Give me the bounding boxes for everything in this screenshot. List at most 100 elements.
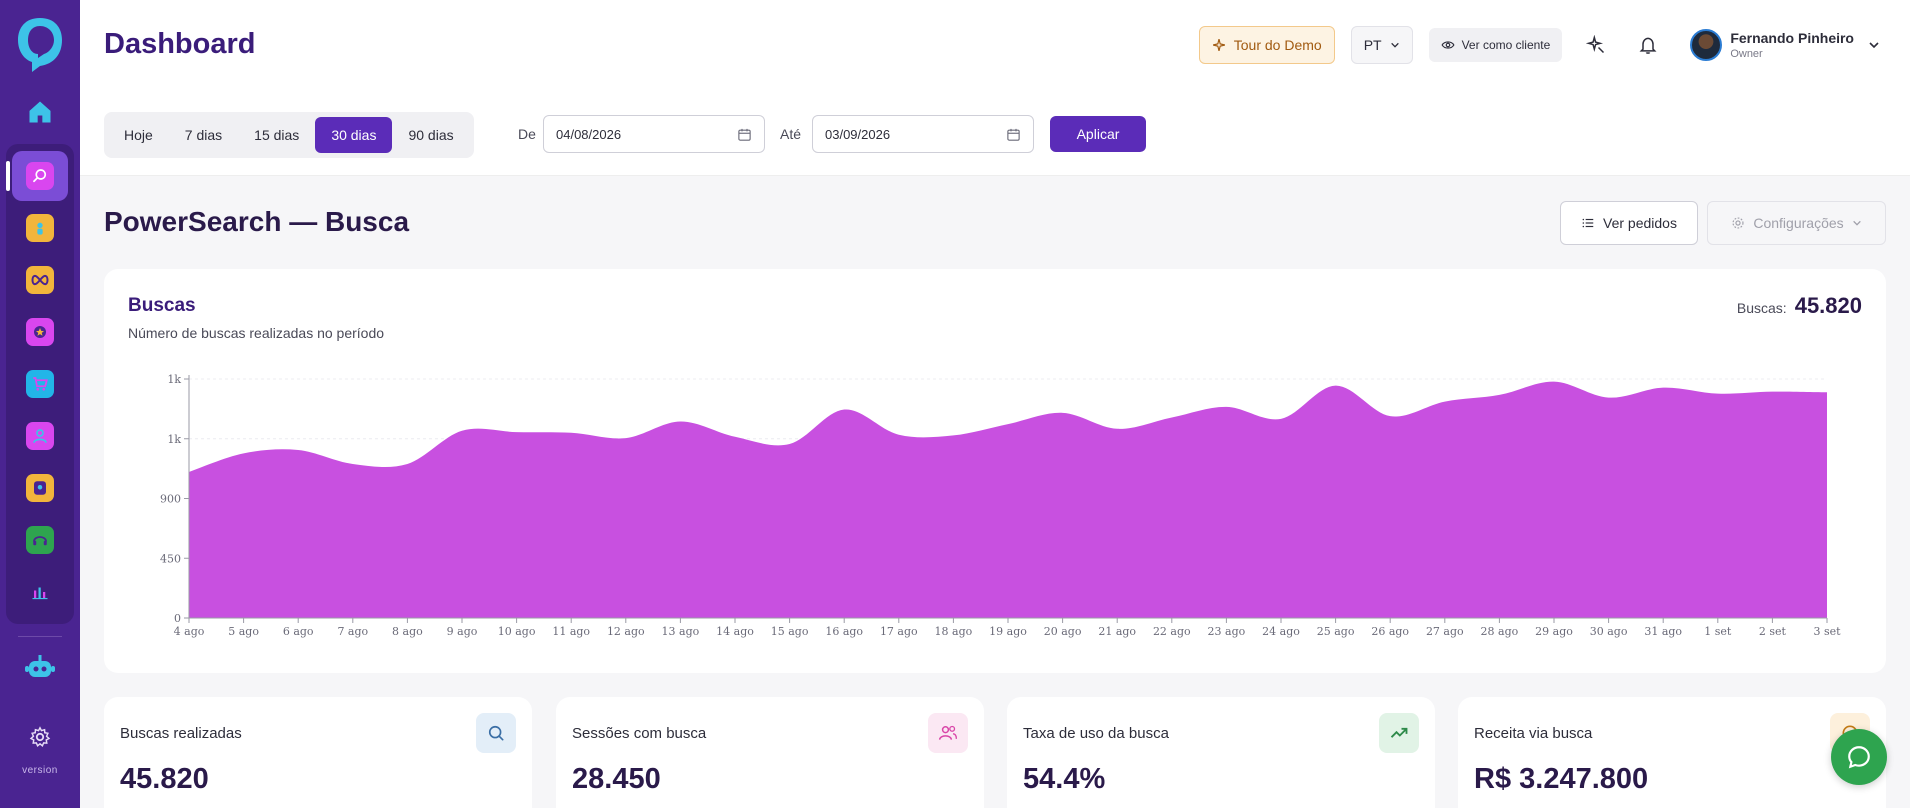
apply-button[interactable]: Aplicar	[1050, 116, 1146, 152]
total-metric: Buscas: 45.820	[1737, 293, 1862, 319]
settings-dropdown[interactable]: Configurações	[1707, 201, 1886, 245]
calendar-icon	[738, 128, 751, 141]
eye-icon	[1441, 41, 1455, 49]
user-app-icon	[26, 422, 54, 450]
chart-title: Buscas	[128, 295, 196, 316]
x-tick-label: 3 set	[1813, 625, 1841, 638]
chevron-down-icon	[1869, 42, 1879, 49]
nav-settings[interactable]	[20, 717, 60, 757]
nav-app-7[interactable]	[12, 463, 68, 513]
x-tick-label: 5 ago	[228, 625, 259, 638]
view-orders-button[interactable]: Ver pedidos	[1560, 201, 1698, 245]
stat-label: Receita via busca	[1474, 725, 1593, 742]
robot-icon	[25, 655, 55, 677]
x-tick-label: 11 ago	[552, 625, 590, 638]
nav-app-powersearch[interactable]	[6, 151, 68, 201]
range-30-days[interactable]: 30 dias	[315, 117, 393, 153]
x-tick-label: 30 ago	[1590, 625, 1628, 638]
nav-app-3[interactable]	[12, 255, 68, 305]
to-date-value: 03/09/2026	[825, 126, 891, 142]
nav-app-8[interactable]	[12, 515, 68, 565]
to-date-input[interactable]: 03/09/2026	[812, 115, 1034, 153]
view-orders-label: Ver pedidos	[1603, 215, 1677, 231]
chevron-down-icon	[1852, 220, 1861, 226]
to-label: Até	[780, 126, 802, 142]
logo-icon[interactable]	[14, 14, 66, 74]
stat-value: 54.4%	[1023, 763, 1106, 795]
range-90-days[interactable]: 90 dias	[408, 127, 454, 143]
x-tick-label: 18 ago	[935, 625, 973, 638]
bell-icon	[1639, 37, 1657, 54]
range-7-days[interactable]: 7 dias	[184, 127, 223, 143]
range-15-days[interactable]: 15 dias	[254, 127, 300, 143]
nav-app-9[interactable]	[12, 567, 68, 617]
apps-nav	[6, 144, 74, 624]
notifications-button[interactable]	[1630, 27, 1666, 63]
nav-app-4[interactable]	[12, 307, 68, 357]
trending-up-icon	[1379, 713, 1419, 753]
x-tick-label: 4 ago	[174, 625, 205, 638]
x-tick-label: 19 ago	[989, 625, 1027, 638]
tour-button[interactable]: Tour do Demo	[1198, 26, 1335, 64]
x-tick-label: 27 ago	[1426, 625, 1464, 638]
x-tick-label: 25 ago	[1317, 625, 1355, 638]
stat-value: 28.450	[572, 763, 661, 795]
y-tick-label: 900	[160, 493, 181, 506]
avatar	[1690, 29, 1723, 61]
x-tick-label: 28 ago	[1481, 625, 1519, 638]
x-tick-label: 10 ago	[498, 625, 536, 638]
user-menu[interactable]: Fernando Pinheiro Owner	[1690, 29, 1880, 61]
stat-card-usage-rate: Taxa de uso da busca 54.4%	[1007, 697, 1435, 808]
nav-app-6[interactable]	[12, 411, 68, 461]
chat-button[interactable]	[1831, 729, 1887, 785]
stat-card-revenue: Receita via busca R$ 3.247.800	[1458, 697, 1886, 808]
x-tick-label: 26 ago	[1371, 625, 1409, 638]
metric-label: Buscas:	[1736, 300, 1787, 316]
nav-app-2[interactable]	[12, 203, 68, 253]
search-icon	[476, 713, 516, 753]
date-range-tabs: Hoje 7 dias 15 dias 30 dias 90 dias	[104, 112, 474, 158]
badge-app-icon	[26, 474, 54, 502]
view-as-client-button[interactable]: Ver como cliente	[1428, 28, 1563, 62]
home-icon	[29, 101, 51, 123]
stat-card-sessions: Sessões com busca 28.450	[556, 697, 984, 808]
x-tick-label: 14 ago	[716, 625, 754, 638]
sparkle-icon	[1212, 39, 1225, 51]
ai-button[interactable]	[1578, 27, 1614, 63]
gear-icon	[1732, 217, 1744, 229]
view-as-client-label: Ver como cliente	[1461, 38, 1551, 52]
sidebar-divider	[18, 636, 62, 637]
range-today[interactable]: Hoje	[124, 127, 153, 143]
searches-area-chart[interactable]: 0 450 900 1k 1k 4 ago 5 ago 6 ago 7 ago 8 ago 9 ag…	[104, 269, 1886, 673]
x-tick-label: 9 ago	[447, 625, 478, 638]
from-date-value: 04/08/2026	[556, 126, 622, 142]
series-area-buscas[interactable]	[189, 381, 1827, 618]
metric-value: 45.820	[1794, 293, 1862, 318]
user-role: Owner	[1730, 48, 1763, 60]
y-tick-label: 450	[160, 552, 181, 565]
searches-chart-card: Buscas Número de buscas realizadas no pe…	[104, 269, 1886, 673]
version-label: version	[22, 765, 58, 776]
nav-home[interactable]	[20, 92, 60, 132]
language-select[interactable]: PT	[1350, 26, 1413, 64]
chart-subtitle: Número de buscas realizadas no período	[128, 325, 385, 341]
top-bar: Dashboard Tour do Demo PT Ver como clien…	[80, 0, 1910, 90]
x-tick-label: 21 ago	[1098, 625, 1136, 638]
y-tick-label: 1k	[167, 433, 181, 446]
x-tick-label: 13 ago	[662, 625, 700, 638]
x-tick-label: 29 ago	[1535, 625, 1573, 638]
cart-app-icon	[26, 370, 54, 398]
from-date-input[interactable]: 04/08/2026	[543, 115, 765, 153]
magic-icon	[1586, 35, 1605, 54]
tour-label: Tour do Demo	[1233, 37, 1322, 53]
x-tick-label: 17 ago	[880, 625, 918, 638]
y-tick-label: 0	[174, 612, 181, 625]
x-tick-label: 6 ago	[283, 625, 314, 638]
star-app-icon	[26, 318, 54, 346]
nav-bot[interactable]	[20, 647, 60, 687]
gear-icon	[29, 726, 51, 747]
settings-label: Configurações	[1753, 215, 1844, 231]
nav-app-5[interactable]	[12, 359, 68, 409]
stat-label: Taxa de uso da busca	[1023, 725, 1169, 742]
from-label: De	[518, 126, 536, 142]
